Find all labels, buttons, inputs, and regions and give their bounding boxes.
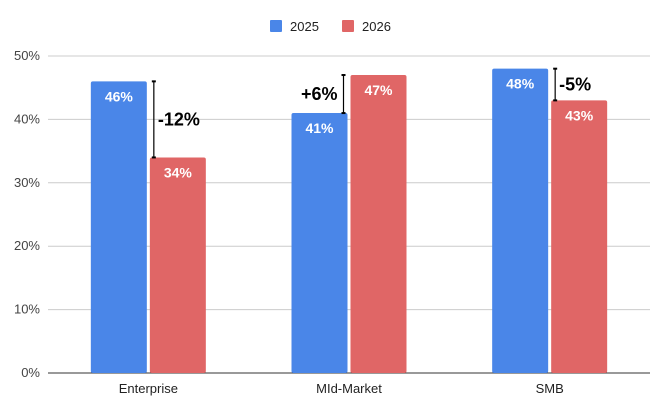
x-axis-labels: Enterprise MId-Market SMB xyxy=(119,381,564,396)
legend: 2025 2026 xyxy=(270,19,391,34)
x-tick-label: SMB xyxy=(536,381,564,396)
y-tick-label: 10% xyxy=(14,302,40,317)
data-label: 41% xyxy=(305,120,334,136)
bar xyxy=(551,100,608,373)
y-axis-ticks: 0% 10% 20% 30% 40% 50% xyxy=(14,48,40,380)
y-tick-label: 40% xyxy=(14,111,40,126)
legend-swatch xyxy=(270,20,282,32)
data-label: 46% xyxy=(105,88,134,104)
bar xyxy=(149,157,206,373)
y-tick-label: 50% xyxy=(14,48,40,63)
change-annotations: -12% +6% -5% xyxy=(151,67,591,159)
legend-swatch xyxy=(342,20,354,32)
y-tick-label: 0% xyxy=(21,365,40,380)
bar xyxy=(291,113,348,373)
x-tick-label: Enterprise xyxy=(119,381,178,396)
data-label: 34% xyxy=(164,164,193,180)
change-label: -5% xyxy=(559,75,591,95)
x-tick-label: MId-Market xyxy=(316,381,382,396)
bars: 46% 34% 41% 47% 48% 43% xyxy=(90,68,608,374)
bar xyxy=(492,68,549,374)
data-label: 48% xyxy=(506,76,535,92)
bar xyxy=(350,75,407,374)
bar xyxy=(90,81,147,374)
data-label: 43% xyxy=(565,107,594,123)
data-label: 47% xyxy=(364,82,393,98)
y-tick-label: 20% xyxy=(14,238,40,253)
legend-label: 2026 xyxy=(362,19,391,34)
legend-label: 2025 xyxy=(290,19,319,34)
change-label: -12% xyxy=(158,109,200,129)
gridlines xyxy=(48,55,650,374)
y-tick-label: 30% xyxy=(14,175,40,190)
change-label: +6% xyxy=(301,84,338,104)
